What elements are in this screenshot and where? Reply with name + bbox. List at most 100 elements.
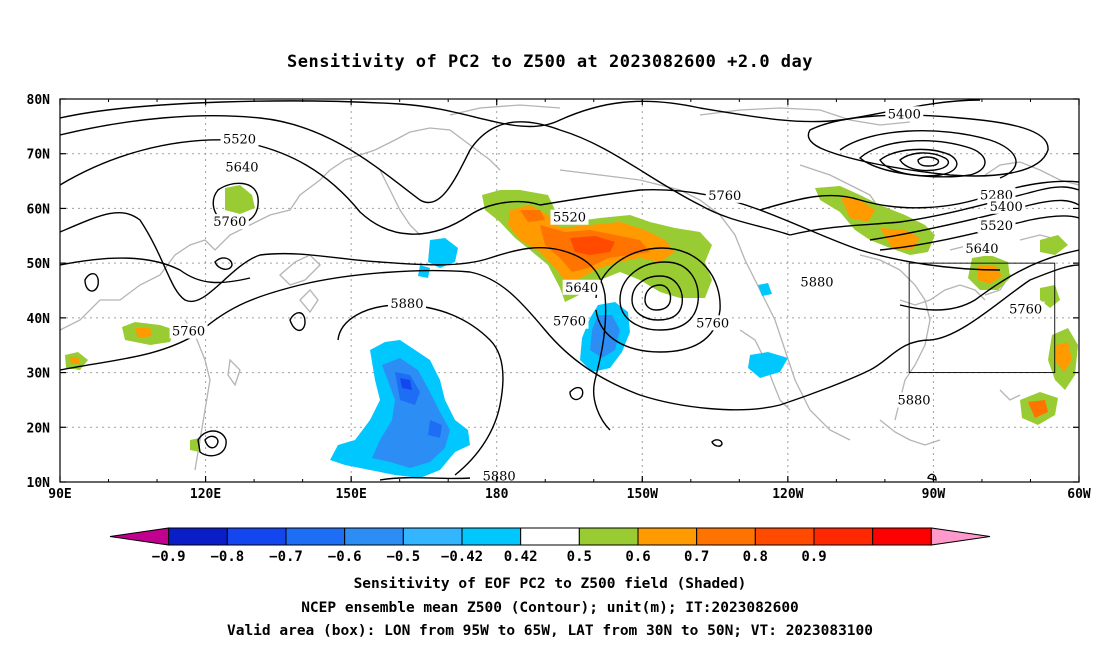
positive-region [70,357,80,364]
colorbar-swatch [930,527,991,546]
contour-label: 5640 [565,281,598,296]
lon-tick-label: 180 [485,487,509,502]
contour-label-bg [885,106,924,122]
lon-tick-label: 120E [190,487,221,502]
negative-region [748,352,788,378]
positive-region [1028,400,1048,418]
contour-label-bg [562,279,601,295]
negative-region [418,265,430,278]
lat-tick-label: 70N [27,148,51,163]
contour-label: 5400 [888,107,921,122]
contour-label-bg [797,274,836,290]
longitude-axis: 90E 120E 150E 180 150W 120W 90W 60W [48,99,1091,502]
lon-tick-label: 120W [772,487,803,502]
contour-label: 5520 [223,132,256,147]
colorbar-label: 0.6 [625,549,650,565]
negative-region [400,378,412,390]
map-frame [59,98,1080,483]
contour-label: 5760 [696,316,729,331]
contour-label-bg [977,187,1016,203]
lon-tick-label: 150E [335,487,366,502]
contour-label-bg [387,296,426,312]
colorbar-swatch [578,527,639,546]
contour-label-bg [169,323,208,339]
colorbar-label: −0.5 [386,549,420,565]
lon-tick-label: 60W [1067,487,1091,502]
positive-region [135,328,152,338]
lat-tick-label: 40N [27,312,51,327]
lat-tick-label: 30N [27,367,51,382]
colorbar-label: 0.5 [567,549,592,565]
colorbar-label: −0.7 [269,549,303,565]
positive-region [520,210,545,222]
contour-label: 5760 [172,325,205,340]
colorbar-swatch [402,527,463,546]
lon-tick-label: 90W [922,487,946,502]
contour-labels: 5520 5640 5760 5760 5880 5520 5640 5760 5760 5760… [169,106,1045,485]
contour-label-bg [705,187,744,203]
colorbar-label: −0.42 [441,549,483,565]
colorbar-swatch [226,527,287,546]
contour-label-bg [962,240,1001,256]
lat-tick-label: 20N [27,421,51,436]
contour-label: 5760 [553,315,586,330]
colorbar-swatch [461,527,522,546]
colorbar-label: 0.9 [801,549,826,565]
contour-label: 5640 [225,160,258,175]
latitude-axis: 10N 20N 30N 40N 50N 60N 70N 80N [27,93,1079,491]
contour-label: 5880 [800,275,833,290]
contour-label-bg [210,214,249,230]
contour-label-bg [550,313,589,329]
colorbar-swatch [520,527,580,546]
contour-label: 5520 [980,219,1013,234]
negative-region [428,238,458,268]
colorbar-swatch [344,527,404,546]
colorbar-label: −0.8 [210,549,244,565]
positive-region [225,185,255,214]
positive-region [1040,235,1068,255]
contour-label: 5880 [390,297,423,312]
contour-label: 5400 [990,200,1023,215]
colorbar-label: 0.42 [504,549,538,565]
positive-region [190,438,200,452]
lat-tick-label: 10N [27,476,51,491]
footer-line-1: Sensitivity of EOF PC2 to Z500 field (Sh… [354,576,747,592]
figure-title: Sensitivity of PC2 to Z500 at 2023082600… [287,52,813,72]
contour-label: 5760 [1009,303,1042,318]
colorbar-swatch [813,527,874,546]
colorbar-swatch [696,527,756,546]
positive-region [570,236,615,255]
contour-label-bg [977,217,1016,233]
colorbar-swatch [872,527,932,546]
lat-tick-label: 60N [27,202,51,217]
lon-tick-label: 90E [48,487,71,502]
lon-tick-label: 150W [627,487,658,502]
contour-label: 5760 [708,189,741,204]
contour-label: 5760 [213,215,246,230]
contour-label-bg [550,209,589,225]
footer-line-3: Valid area (box): LON from 95W to 65W, L… [227,623,873,639]
valid-area-box [908,262,1056,374]
positive-region [840,195,875,222]
contour-label: 5880 [897,393,930,408]
colorbar-label: 0.7 [684,549,709,565]
contour-label-bg [220,131,259,147]
colorbar-swatch [168,527,228,546]
contour-label: 5520 [553,211,586,226]
contour-label: 5640 [965,242,998,257]
colorbar-label: 0.8 [743,549,768,565]
contour-label-bg [693,315,732,331]
contour-label-bg [222,159,261,175]
contour-label-bg [987,198,1026,214]
colorbar: −0.9 −0.8 −0.7 −0.6 −0.5 −0.42 0.42 0.5 0.6 0.7 0.… [109,527,991,565]
negative-region [758,283,772,296]
colorbar-swatch [285,527,346,546]
colorbar-label: −0.6 [328,549,362,565]
contour-label-bg [480,468,519,484]
colorbar-swatch [754,527,815,546]
negative-region [428,420,442,438]
sensitivity-shading [65,185,1078,478]
contour-label: 5880 [483,470,516,485]
colorbar-swatch [637,527,698,546]
